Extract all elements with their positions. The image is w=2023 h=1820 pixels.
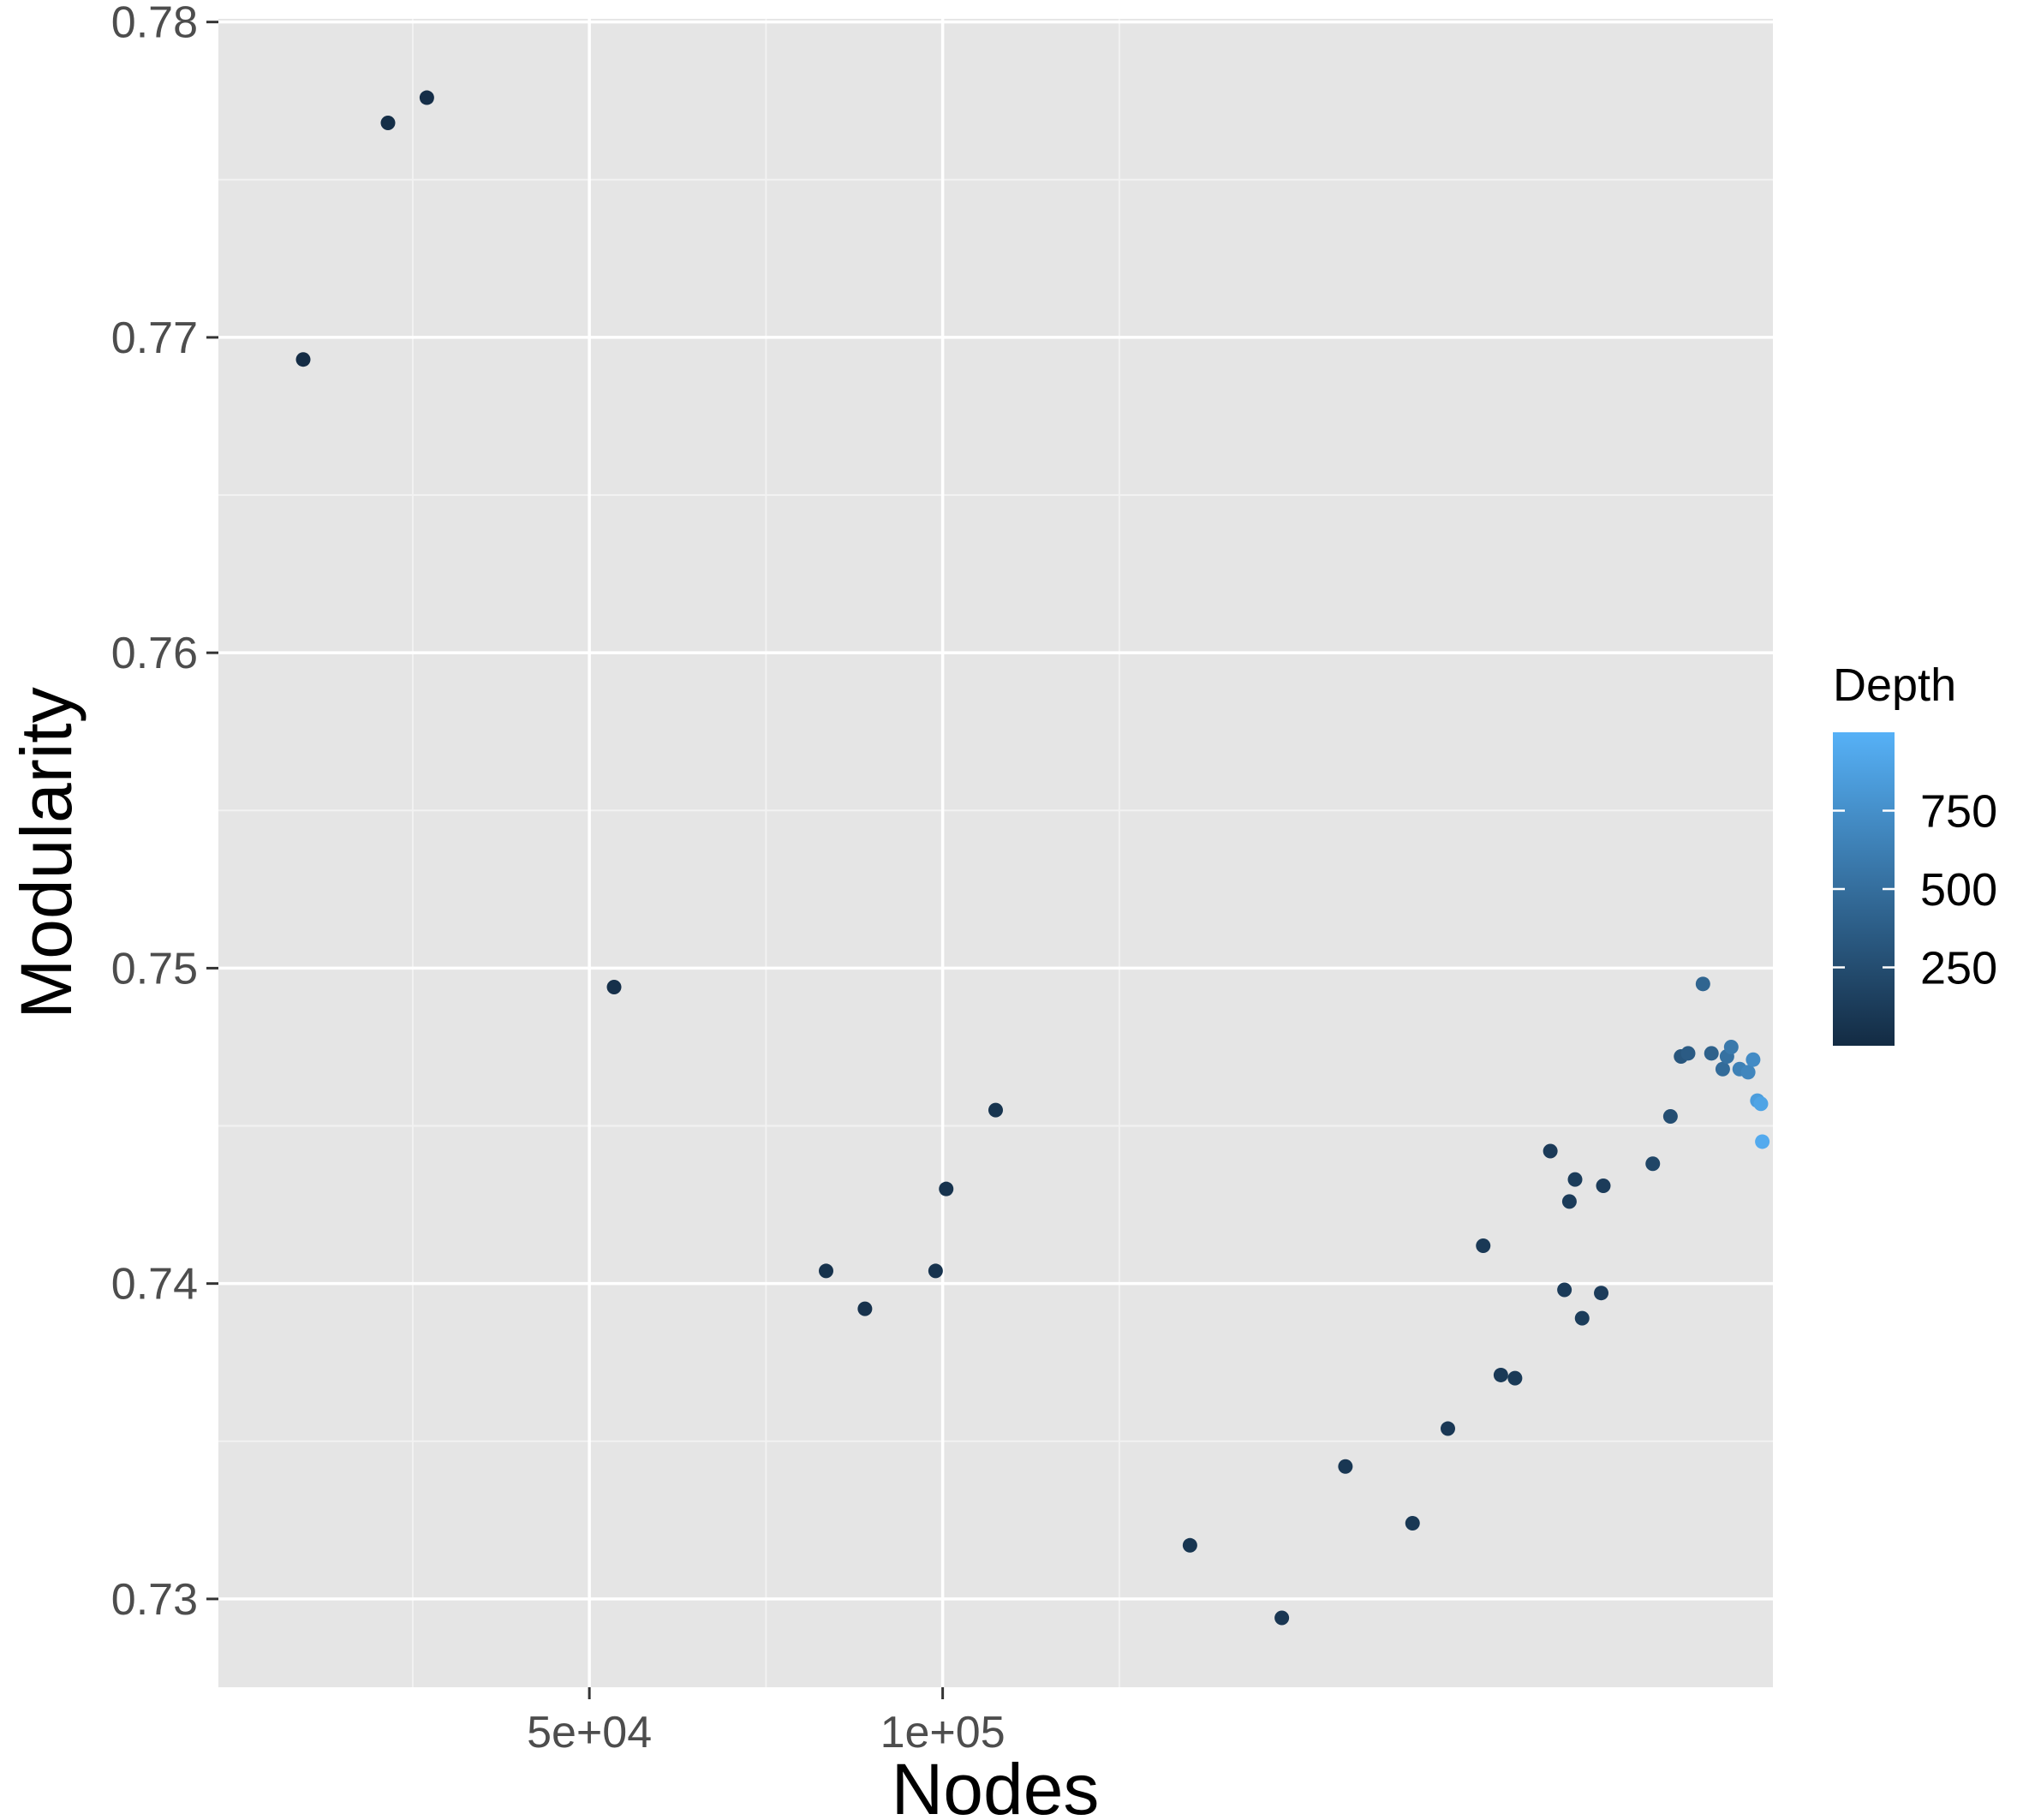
x-tick-label: 5e+04 — [527, 1708, 652, 1757]
legend-break-label: 500 — [1920, 864, 1997, 916]
y-axis-title: Modularity — [6, 687, 87, 1018]
data-point — [380, 116, 396, 131]
data-point — [1704, 1046, 1719, 1061]
data-point — [1338, 1459, 1353, 1474]
data-point — [1594, 1286, 1609, 1301]
data-point — [1680, 1046, 1696, 1061]
data-point — [1755, 1134, 1770, 1149]
data-point — [1715, 1061, 1730, 1077]
data-point — [1645, 1156, 1661, 1172]
legend-title: Depth — [1833, 659, 1956, 711]
x-tick-label: 1e+05 — [880, 1708, 1006, 1757]
major-gridlines — [218, 19, 1773, 1687]
data-point — [1753, 1096, 1769, 1112]
data-point — [1476, 1238, 1491, 1253]
y-tick-label: 0.76 — [111, 629, 198, 678]
y-axis-tick-labels: 0.73 0.74 0.75 0.76 0.77 0.78 — [111, 0, 198, 1625]
data-point — [1662, 1108, 1678, 1124]
y-tick-label: 0.73 — [111, 1575, 198, 1625]
data-points — [295, 90, 1770, 1626]
data-point — [1274, 1610, 1290, 1626]
x-axis-title: Nodes — [892, 1749, 1100, 1820]
data-point — [1596, 1178, 1611, 1193]
data-point — [857, 1301, 873, 1316]
axis-ticks — [206, 21, 945, 1699]
y-tick-label: 0.74 — [111, 1260, 198, 1310]
y-tick-label: 0.78 — [111, 0, 198, 48]
data-point — [819, 1263, 833, 1279]
legend: Depth 250 500 750 — [1833, 659, 1997, 1046]
data-point — [1746, 1052, 1761, 1067]
legend-break-label: 750 — [1920, 786, 1997, 838]
data-point — [988, 1102, 1003, 1118]
data-point — [1441, 1421, 1455, 1436]
minor-gridlines — [218, 19, 1773, 1687]
legend-ticks: 250 500 750 — [1833, 786, 1997, 994]
data-point — [1543, 1143, 1558, 1159]
data-point — [1561, 1194, 1577, 1209]
data-point — [295, 352, 311, 367]
plot-panel — [218, 19, 1773, 1687]
data-point — [1695, 976, 1710, 992]
data-point — [1567, 1172, 1583, 1187]
data-point — [606, 980, 622, 995]
data-point — [1182, 1537, 1197, 1553]
data-point — [1405, 1516, 1420, 1531]
y-tick-label: 0.77 — [111, 313, 198, 363]
data-point — [1507, 1370, 1523, 1386]
data-point — [939, 1181, 954, 1196]
data-point — [1557, 1282, 1572, 1298]
data-point — [1574, 1310, 1590, 1326]
y-tick-label: 0.75 — [111, 944, 198, 994]
data-point — [928, 1263, 943, 1279]
data-point — [1493, 1367, 1508, 1382]
data-point — [1740, 1065, 1756, 1080]
data-point — [1723, 1039, 1739, 1054]
legend-break-label: 250 — [1920, 943, 1997, 994]
data-point — [419, 90, 434, 105]
x-axis-tick-labels: 5e+04 1e+05 — [527, 1708, 1006, 1757]
